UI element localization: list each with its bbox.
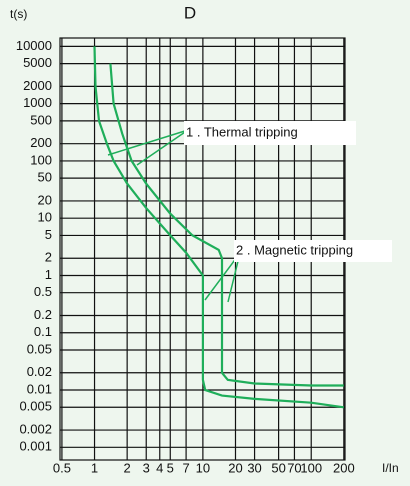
y-tick-label: 0.005 — [19, 399, 52, 414]
y-tick-label: 10000 — [16, 38, 52, 53]
y-tick-label: 0.001 — [19, 439, 52, 454]
y-tick-label: 500 — [30, 112, 52, 127]
leader-line — [107, 129, 189, 156]
y-tick-label: 0.002 — [19, 421, 52, 436]
y-tick-label: 5000 — [23, 55, 52, 70]
annotation-1: 1 . Thermal tripping — [107, 121, 356, 166]
y-tick-label: 0.5 — [34, 284, 52, 299]
x-axis-label: I/In — [382, 461, 399, 475]
y-tick-label: 5 — [45, 227, 52, 242]
x-tick-label: 100 — [300, 460, 322, 475]
curve — [109, 63, 344, 387]
label-box — [234, 240, 392, 262]
annotation-2: 2 . Magnetic tripping — [204, 240, 392, 303]
x-tick-label: 5 — [167, 460, 174, 475]
x-tick-label: 200 — [333, 460, 355, 475]
y-axis-label: t(s) — [10, 7, 27, 21]
y-tick-label: 1000 — [23, 95, 52, 110]
y-tick-label: 50 — [38, 170, 52, 185]
y-tick-label: 0.1 — [34, 324, 52, 339]
leader-line — [136, 129, 189, 166]
y-tick-label: 2 — [45, 250, 52, 265]
x-tick-label: 7 — [182, 460, 189, 475]
y-tick-label: 0.05 — [27, 341, 52, 356]
y-tick-label: 20 — [38, 192, 52, 207]
x-tick-label: 30 — [247, 460, 261, 475]
annotation-text: 2 . Magnetic tripping — [236, 242, 353, 257]
x-tick-label: 0.5 — [53, 460, 71, 475]
x-tick-label: 10 — [196, 460, 210, 475]
annotation-text: 1 . Thermal tripping — [186, 124, 298, 139]
x-tick-label: 2 — [124, 460, 131, 475]
x-tick-label: 3 — [143, 460, 150, 475]
y-tick-label: 0.02 — [27, 364, 52, 379]
y-tick-label: 1 — [45, 267, 52, 282]
curves — [93, 46, 344, 409]
chart-title: D — [184, 3, 196, 22]
x-tick-label: 50 — [271, 460, 285, 475]
x-tick-label: 70 — [287, 460, 301, 475]
curve — [93, 46, 344, 409]
y-tick-label: 0.2 — [34, 307, 52, 322]
y-tick-label: 10 — [38, 210, 52, 225]
x-tick-label: 4 — [156, 460, 163, 475]
y-tick-label: 2000 — [23, 78, 52, 93]
x-tick-label: 1 — [91, 460, 98, 475]
y-tick-label: 0.01 — [27, 381, 52, 396]
x-tick-label: 20 — [228, 460, 242, 475]
label-box — [184, 121, 356, 145]
y-tick-label: 100 — [30, 152, 52, 167]
y-tick-label: 200 — [30, 135, 52, 150]
